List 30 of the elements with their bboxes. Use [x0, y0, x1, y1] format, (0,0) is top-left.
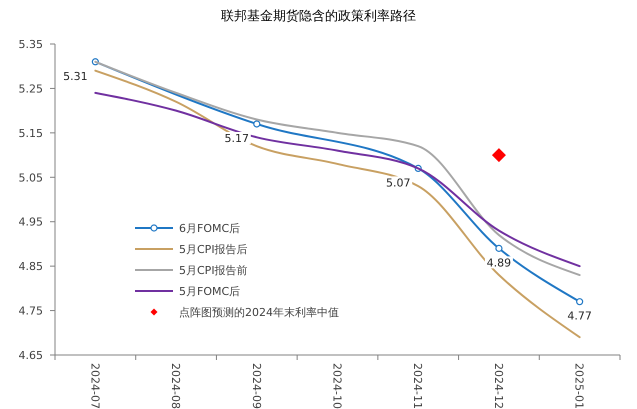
x-tick-label: 2024-07 — [88, 363, 102, 409]
point — [492, 148, 506, 162]
point — [495, 244, 503, 252]
legend-label: 5月FOMC后 — [179, 285, 240, 298]
y-tick-label: 5.05 — [18, 171, 43, 184]
x-tick-label: 2024-10 — [330, 363, 344, 409]
y-tick-label: 5.35 — [18, 38, 43, 51]
y-tick-label: 4.65 — [18, 349, 43, 362]
y-tick-label: 4.85 — [18, 260, 43, 274]
label-ground: 5.17 — [222, 132, 251, 145]
x-tick-label: 2025-01 — [572, 363, 586, 409]
x-tick-label: 2024-09 — [250, 363, 263, 409]
y-tick-label: 5.15 — [18, 126, 43, 140]
y-tick-label: 5.25 — [18, 82, 43, 96]
legend-label: 5月CPI报告前 — [179, 264, 248, 277]
point — [576, 298, 584, 306]
point — [253, 120, 260, 128]
label-ground: 5.31 — [61, 70, 90, 83]
label-ground: 4.89 — [484, 256, 513, 270]
y-tick-label: 4.75 — [18, 304, 43, 318]
x-tick-label: 2024-11 — [411, 363, 424, 409]
x-tick-label: 2024-12 — [492, 363, 505, 409]
chart-title: 联邦基金期货隐含的政策利率路径 — [221, 8, 416, 24]
legend-label: 点阵图预测的2024年末利率中值 — [179, 306, 339, 319]
y-tick-label: 4.95 — [18, 216, 43, 229]
legend-label: 5月CPI报告后 — [179, 243, 248, 256]
label-ground: 5.07 — [384, 176, 412, 190]
legend-label: 6月FOMC后 — [179, 222, 240, 235]
x-tick-label: 2024-08 — [169, 363, 182, 409]
label-ground: 4.77 — [566, 310, 594, 323]
